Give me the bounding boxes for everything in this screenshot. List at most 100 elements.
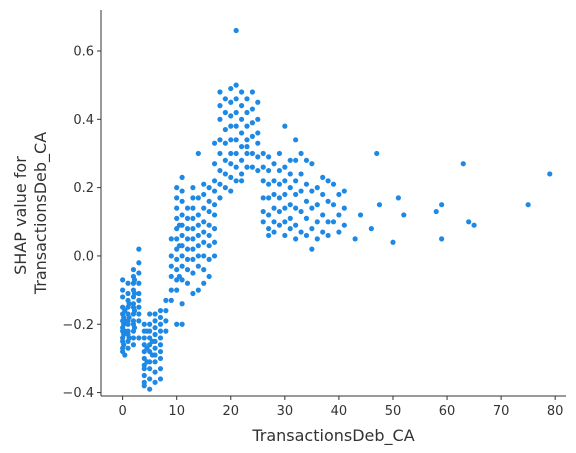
x-tick-label: 70 (493, 404, 510, 419)
data-point (255, 117, 260, 122)
x-tick-label: 50 (385, 404, 402, 419)
data-point (298, 151, 303, 156)
data-point (147, 329, 152, 334)
data-point (255, 100, 260, 105)
data-point (234, 96, 239, 101)
data-point (271, 178, 276, 183)
data-point (239, 178, 244, 183)
y-axis-title-line-2: TransactionsDeb_CA (31, 132, 51, 295)
y-axis-title: SHAP value for TransactionsDeb_CA (11, 132, 51, 295)
data-point (207, 257, 212, 262)
data-point (261, 165, 266, 170)
data-point (255, 141, 260, 146)
data-point (190, 257, 195, 262)
data-point (142, 373, 147, 378)
data-point (180, 188, 185, 193)
data-point (185, 247, 190, 252)
data-point (223, 185, 228, 190)
data-point (439, 236, 444, 241)
data-point (288, 216, 293, 221)
data-point (266, 168, 271, 173)
data-point (277, 209, 282, 214)
data-point (223, 110, 228, 115)
data-point (320, 212, 325, 217)
data-point (217, 89, 222, 94)
data-point (152, 352, 157, 357)
data-point (174, 185, 179, 190)
data-point (207, 199, 212, 204)
data-point (152, 311, 157, 316)
data-point (131, 335, 136, 340)
data-point (180, 264, 185, 269)
data-point (293, 137, 298, 142)
x-tick-label: 40 (331, 404, 348, 419)
data-point (132, 325, 137, 330)
data-point (309, 161, 314, 166)
data-point (401, 212, 406, 217)
data-point (315, 202, 320, 207)
data-point (244, 124, 249, 129)
data-point (207, 185, 212, 190)
data-point (282, 178, 287, 183)
data-point (228, 86, 233, 91)
data-point (185, 206, 190, 211)
data-point (277, 195, 282, 200)
data-point (223, 141, 228, 146)
y-tick-label: 0.6 (73, 44, 94, 59)
data-point (223, 171, 228, 176)
data-point (185, 236, 190, 241)
data-point (152, 318, 157, 323)
data-point (121, 342, 126, 347)
data-point (342, 188, 347, 193)
data-point (234, 124, 239, 129)
data-point (228, 137, 233, 142)
data-point (147, 311, 152, 316)
data-point (169, 274, 174, 279)
data-point (212, 161, 217, 166)
data-point (266, 212, 271, 217)
data-point (325, 178, 330, 183)
data-point (169, 298, 174, 303)
data-point (250, 106, 255, 111)
data-point (315, 185, 320, 190)
data-point (239, 144, 244, 149)
data-point (377, 202, 382, 207)
data-point (293, 178, 298, 183)
data-point (234, 151, 239, 156)
data-point (190, 216, 195, 221)
data-point (304, 199, 309, 204)
y-tick-label: −0.2 (62, 318, 94, 333)
data-point (152, 346, 157, 351)
data-point (266, 233, 271, 238)
data-point (331, 182, 336, 187)
data-point (266, 226, 271, 231)
data-point (325, 233, 330, 238)
data-point (282, 233, 287, 238)
data-point (158, 376, 163, 381)
data-point (136, 318, 141, 323)
data-point (244, 137, 249, 142)
data-point (234, 137, 239, 142)
data-point (309, 226, 314, 231)
data-point (261, 178, 266, 183)
data-point (169, 253, 174, 258)
data-point (152, 339, 157, 344)
y-tick-label: 0.4 (73, 113, 94, 128)
x-tick-label: 20 (222, 404, 239, 419)
data-point (158, 335, 163, 340)
data-point (196, 264, 201, 269)
data-point (277, 151, 282, 156)
data-point (212, 202, 217, 207)
data-point (190, 291, 195, 296)
data-point (163, 318, 168, 323)
data-point (201, 192, 206, 197)
data-point (196, 288, 201, 293)
data-point (461, 161, 466, 166)
data-point (374, 151, 379, 156)
data-point (136, 298, 141, 303)
data-point (261, 219, 266, 224)
data-point (304, 233, 309, 238)
data-point (142, 366, 147, 371)
data-point (244, 165, 249, 170)
